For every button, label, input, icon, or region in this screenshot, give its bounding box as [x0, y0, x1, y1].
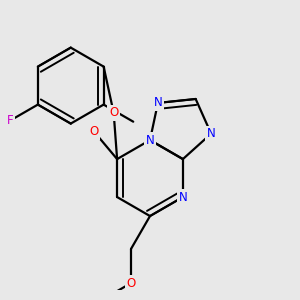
Text: N: N [146, 134, 154, 147]
Text: O: O [126, 277, 136, 290]
Text: F: F [7, 114, 13, 127]
Text: N: N [178, 190, 187, 204]
Text: N: N [207, 127, 215, 140]
Text: N: N [154, 96, 162, 110]
Text: O: O [109, 106, 118, 119]
Text: O: O [89, 125, 98, 138]
